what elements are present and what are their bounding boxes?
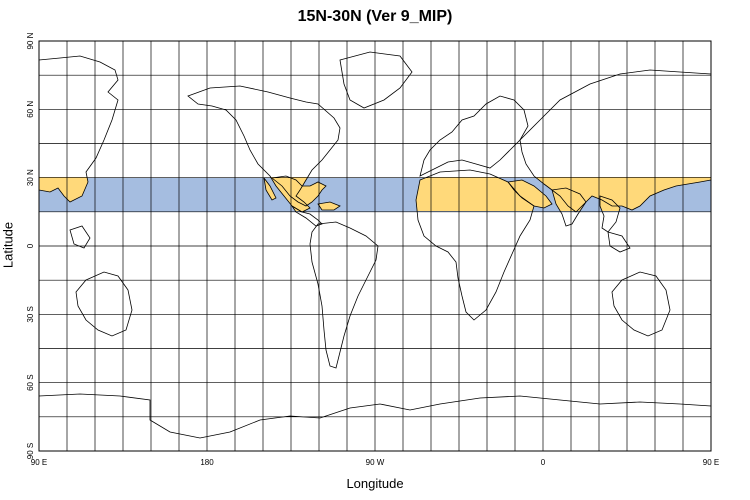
y-tick-label: 90 S xyxy=(26,443,35,459)
x-tick-label: 90 E xyxy=(31,458,47,467)
graticule xyxy=(39,41,711,451)
y-tick-label: 60 S xyxy=(26,374,35,390)
x-tick-label: 180 xyxy=(200,458,214,467)
y-tick-label: 30 S xyxy=(26,306,35,322)
x-tick-label: 90 W xyxy=(366,458,385,467)
y-tick-labels: 90 N 60 N 30 N 0 30 S 60 S 90 S xyxy=(26,32,35,459)
map-title: 15N-30N (Ver 9_MIP) xyxy=(297,8,453,25)
y-tick-label: 30 N xyxy=(26,169,35,186)
y-tick-label: 90 N xyxy=(26,32,35,49)
y-tick-label: 60 N xyxy=(26,101,35,118)
x-axis-label: Longitude xyxy=(346,476,404,491)
x-tick-label: 0 xyxy=(541,458,546,467)
x-tick-label: 90 E xyxy=(703,458,719,467)
y-tick-label: 0 xyxy=(26,243,35,248)
map-frame xyxy=(38,40,712,452)
